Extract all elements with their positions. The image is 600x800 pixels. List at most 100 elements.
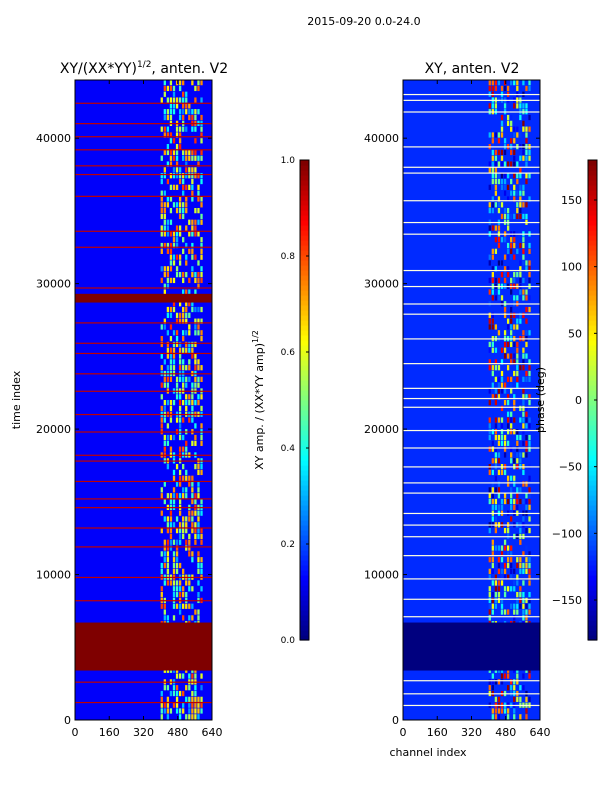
heatmap-cell — [178, 714, 182, 720]
colorbar-step — [588, 580, 597, 586]
heatmap-cell — [506, 417, 510, 423]
colorbar-step — [588, 290, 597, 296]
heatmap-cell — [191, 347, 194, 353]
heatmap-cell — [178, 434, 182, 441]
x-tick-label: 320 — [461, 726, 482, 739]
heatmap-cell — [522, 388, 525, 394]
heatmap-cell — [197, 551, 200, 557]
heatmap-cell — [513, 237, 516, 243]
heatmap-cell — [525, 330, 528, 336]
heatmap-cell — [500, 382, 504, 388]
heatmap-cell — [163, 516, 166, 522]
heatmap-cell — [182, 126, 185, 132]
colorbar-step — [588, 615, 597, 621]
heatmap-cell — [525, 714, 528, 720]
colorbar-step — [588, 245, 597, 251]
heatmap-cell — [185, 91, 188, 97]
heatmap-cell — [494, 132, 498, 138]
heatmap-cell — [528, 365, 531, 371]
heatmap-cell — [488, 417, 491, 423]
heatmap-cell — [188, 149, 191, 156]
heatmap-cell — [494, 295, 498, 301]
heatmap-cell — [169, 580, 173, 586]
heatmap-cell — [185, 312, 188, 318]
heatmap-cell — [522, 597, 525, 604]
heatmap-cell — [510, 330, 513, 336]
heatmap-cell — [178, 493, 182, 499]
heatmap-cell — [528, 487, 531, 493]
heatmap-cell — [172, 167, 176, 173]
colorbar-step — [300, 515, 309, 521]
heatmap-cell — [510, 446, 513, 452]
heatmap-cell — [528, 277, 531, 284]
heatmap-cell — [491, 132, 494, 138]
heatmap-cell — [497, 178, 501, 185]
heatmap-cell — [519, 557, 522, 563]
heatmap-cell — [191, 149, 194, 156]
heatmap-cell — [191, 196, 194, 202]
heatmap-cell — [513, 394, 516, 400]
heatmap-cell — [163, 539, 166, 545]
heatmap-cell — [516, 173, 519, 179]
flagged-time-row — [75, 165, 212, 167]
flagged-time-row — [403, 693, 540, 695]
heatmap-cell — [169, 97, 173, 103]
heatmap-cell — [197, 161, 200, 167]
heatmap-cell — [525, 266, 528, 272]
heatmap-cell — [175, 592, 179, 598]
heatmap-cell — [510, 609, 513, 615]
heatmap-cell — [182, 277, 185, 284]
heatmap-cell — [491, 196, 494, 202]
heatmap-cell — [200, 533, 203, 540]
heatmap-cell — [185, 272, 188, 278]
heatmap-cell — [513, 85, 516, 92]
heatmap-cell — [522, 237, 525, 243]
heatmap-cell — [175, 557, 179, 563]
heatmap-cell — [488, 254, 491, 260]
colorbar-step — [588, 325, 597, 331]
amplitude-colorbar-gradient — [300, 160, 309, 641]
heatmap-cell — [491, 714, 494, 720]
flagged-time-row — [403, 704, 540, 707]
heatmap-cell — [200, 138, 203, 144]
heatmap-cell — [510, 475, 513, 481]
heatmap-cell — [528, 359, 531, 365]
heatmap-cell — [516, 679, 519, 685]
heatmap-cell — [500, 429, 504, 435]
heatmap-cell — [510, 359, 513, 365]
heatmap-cell — [160, 702, 163, 708]
heatmap-cell — [194, 167, 197, 173]
heatmap-cell — [525, 149, 528, 156]
heatmap-cell — [194, 696, 197, 702]
heatmap-cell — [519, 696, 522, 702]
heatmap-cell — [497, 365, 501, 371]
heatmap-cell — [194, 272, 197, 278]
heatmap-cell — [166, 376, 170, 382]
heatmap-cell — [185, 225, 188, 231]
heatmap-cell — [200, 266, 203, 272]
heatmap-cell — [185, 522, 188, 528]
heatmap-cell — [500, 574, 504, 580]
heatmap-cell — [528, 557, 531, 563]
flagged-time-row — [75, 136, 212, 138]
heatmap-cell — [525, 557, 528, 563]
heatmap-cell — [513, 196, 516, 202]
colorbar-step — [588, 535, 597, 541]
heatmap-cell — [528, 126, 531, 132]
colorbar-step — [588, 270, 597, 276]
heatmap-cell — [194, 382, 197, 388]
heatmap-cell — [506, 353, 510, 359]
heatmap-cell — [175, 481, 179, 487]
heatmap-cell — [172, 475, 176, 481]
heatmap-cell — [497, 260, 501, 266]
heatmap-cell — [188, 580, 191, 586]
heatmap-cell — [528, 673, 531, 679]
colorbar-step — [588, 550, 597, 556]
heatmap-cell — [160, 510, 163, 516]
heatmap-cell — [528, 493, 531, 499]
amplitude-title-exp: 1/2 — [137, 60, 151, 70]
heatmap-cell — [200, 248, 203, 254]
heatmap-cell — [163, 382, 166, 388]
heatmap-cell — [525, 597, 528, 604]
heatmap-cell — [513, 481, 516, 487]
